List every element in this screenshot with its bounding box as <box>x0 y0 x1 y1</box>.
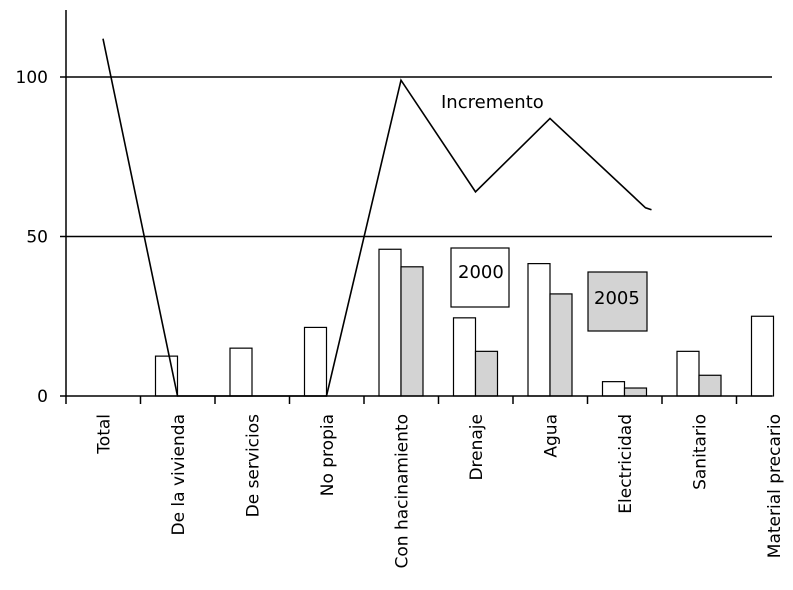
x-tick-label: Con hacinamiento <box>392 414 412 569</box>
incremento-label: Incremento <box>441 92 544 113</box>
bar-2000 <box>676 350 700 397</box>
bar-2000 <box>229 347 253 397</box>
incremento-line-group <box>102 38 652 397</box>
x-tick-label: Agua <box>541 414 561 458</box>
box-2005 <box>587 271 648 332</box>
box-2000 <box>450 247 510 308</box>
gridlines <box>66 76 772 238</box>
y-tick-label: 50 <box>26 228 48 248</box>
bar-2005 <box>623 387 648 397</box>
bar-2000 <box>601 381 626 397</box>
x-tick-label: Material precario <box>765 414 785 558</box>
bar-2000 <box>378 248 402 397</box>
bar-2000 <box>154 355 179 397</box>
x-tick-label: No propia <box>318 414 338 496</box>
x-tick-labels: Total De la vivienda De servicios No propia… <box>94 414 785 569</box>
y-tick-label: 0 <box>37 387 48 407</box>
bar-2005 <box>474 350 499 397</box>
box-2000-label: 2000 <box>458 262 504 283</box>
x-tick-label: Electricidad <box>616 414 636 514</box>
x-tick-label: De servicios <box>243 414 263 518</box>
bar-2005 <box>698 374 722 397</box>
bar-2005 <box>400 266 424 397</box>
annotations: Incremento 2000 2005 <box>441 92 648 332</box>
bar-2000 <box>303 326 328 397</box>
x-tick-label: Sanitario <box>690 414 710 490</box>
x-tick-label: Drenaje <box>467 414 487 481</box>
x-tick-label: De la vivienda <box>169 414 189 536</box>
incremento-line <box>102 38 652 397</box>
bar-2005 <box>549 293 573 397</box>
bar-2000 <box>750 315 775 397</box>
box-2005-label: 2005 <box>594 288 640 309</box>
y-tick-label: 100 <box>16 68 48 88</box>
bar-2000 <box>527 263 551 397</box>
x-tick-label: Total <box>94 414 114 455</box>
y-tick-labels: 0 50 100 <box>16 68 66 407</box>
bar-2000 <box>452 317 477 397</box>
x-tick-marks <box>65 396 738 404</box>
